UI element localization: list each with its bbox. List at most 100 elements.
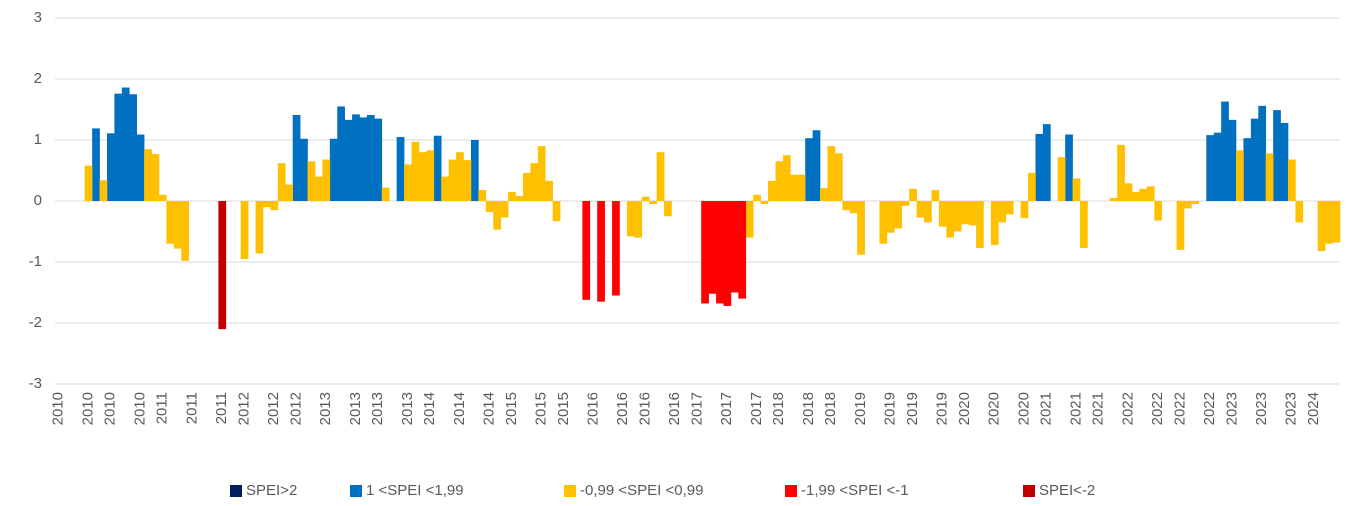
- x-tick-label: 2017: [748, 392, 765, 425]
- x-tick-label: 2016: [584, 392, 601, 425]
- bar: [552, 201, 561, 222]
- bar: [827, 146, 836, 201]
- x-tick-label: 2021: [1090, 392, 1107, 425]
- bar: [745, 201, 754, 238]
- bar: [418, 152, 427, 201]
- bar: [1273, 110, 1281, 201]
- bar: [1042, 124, 1051, 201]
- bar: [1288, 159, 1296, 201]
- x-tick-label: 2015: [532, 392, 549, 425]
- bar: [1250, 118, 1259, 201]
- bar: [664, 201, 672, 217]
- bar: [322, 159, 331, 201]
- bar: [656, 152, 665, 201]
- bar: [641, 196, 650, 201]
- bar: [716, 201, 724, 304]
- bar: [1325, 201, 1333, 244]
- x-tick-label: 2023: [1253, 392, 1270, 425]
- bar: [582, 201, 591, 300]
- bar: [916, 201, 925, 218]
- bar: [1213, 132, 1222, 201]
- x-tick-label: 2021: [1067, 392, 1084, 425]
- bar: [448, 159, 457, 201]
- bar: [537, 146, 546, 201]
- y-tick-label: 3: [34, 9, 42, 26]
- bar: [129, 94, 138, 201]
- legend-label: -1,99 <SPEI <-1: [801, 482, 909, 499]
- x-tick-label: 2019: [934, 392, 951, 425]
- x-tick-label: 2016: [614, 392, 631, 425]
- bar: [701, 201, 709, 304]
- y-tick-label: 2: [34, 70, 42, 87]
- bar: [1146, 186, 1155, 201]
- x-tick-label: 2010: [79, 392, 96, 425]
- bar: [277, 163, 286, 201]
- bar: [1072, 178, 1081, 201]
- legend-label: SPEI>2: [246, 482, 297, 499]
- bar: [1028, 172, 1036, 201]
- bar: [1228, 119, 1237, 201]
- bar: [708, 201, 717, 294]
- x-tick-label: 2020: [986, 392, 1003, 425]
- bar: [158, 194, 167, 201]
- bar: [359, 117, 368, 201]
- bar: [849, 201, 858, 214]
- bar: [820, 188, 828, 201]
- bar: [173, 201, 182, 249]
- x-tick-label: 2018: [822, 392, 839, 425]
- x-tick-label: 2023: [1283, 392, 1300, 425]
- x-tick-label: 2022: [1171, 392, 1188, 425]
- bar: [805, 138, 813, 201]
- x-tick-label: 2018: [800, 392, 817, 425]
- bar: [901, 201, 910, 206]
- bar: [545, 180, 553, 201]
- bar: [1243, 138, 1252, 201]
- bar: [292, 114, 301, 201]
- bar: [1280, 122, 1289, 201]
- bar: [842, 201, 851, 211]
- bar: [626, 201, 635, 237]
- x-tick-label: 2011: [154, 392, 171, 424]
- x-tick-label: 2022: [1119, 392, 1136, 425]
- x-tick-label: 2013: [347, 392, 364, 425]
- x-tick-label: 2014: [480, 392, 497, 425]
- bar: [218, 201, 227, 330]
- bar: [270, 201, 279, 211]
- bar: [433, 135, 442, 201]
- bar: [1176, 201, 1185, 250]
- bar: [1317, 201, 1326, 252]
- x-tick-label: 2019: [882, 392, 899, 425]
- bar: [522, 172, 531, 201]
- bar: [374, 118, 383, 201]
- bar: [151, 154, 160, 201]
- bar: [485, 201, 494, 212]
- legend-label: -0,99 <SPEI <0,99: [580, 482, 703, 499]
- bar: [634, 201, 643, 238]
- bar: [285, 184, 293, 201]
- y-tick-label: 0: [34, 192, 42, 209]
- x-tick-label: 2012: [235, 392, 252, 425]
- bar: [329, 138, 338, 201]
- bar: [1184, 201, 1192, 209]
- x-tick-label: 2011: [213, 392, 230, 424]
- x-tick-label: 2023: [1223, 392, 1240, 425]
- bar: [1139, 188, 1148, 201]
- bar: [314, 176, 323, 201]
- y-tick-label: -2: [29, 314, 42, 331]
- bar: [738, 201, 747, 299]
- bar: [470, 140, 479, 201]
- x-tick-label: 2021: [1038, 392, 1055, 425]
- bar: [812, 130, 821, 201]
- bar: [768, 180, 776, 201]
- bar: [121, 87, 130, 201]
- bar: [938, 201, 947, 227]
- x-tick-label: 2010: [131, 392, 148, 425]
- bar: [262, 201, 271, 208]
- bar: [500, 201, 509, 218]
- bar: [723, 201, 732, 306]
- bar: [760, 201, 769, 205]
- bar: [411, 141, 420, 201]
- bar: [1236, 150, 1244, 201]
- legend-swatch: [564, 485, 576, 497]
- x-tick-label: 2022: [1201, 392, 1218, 425]
